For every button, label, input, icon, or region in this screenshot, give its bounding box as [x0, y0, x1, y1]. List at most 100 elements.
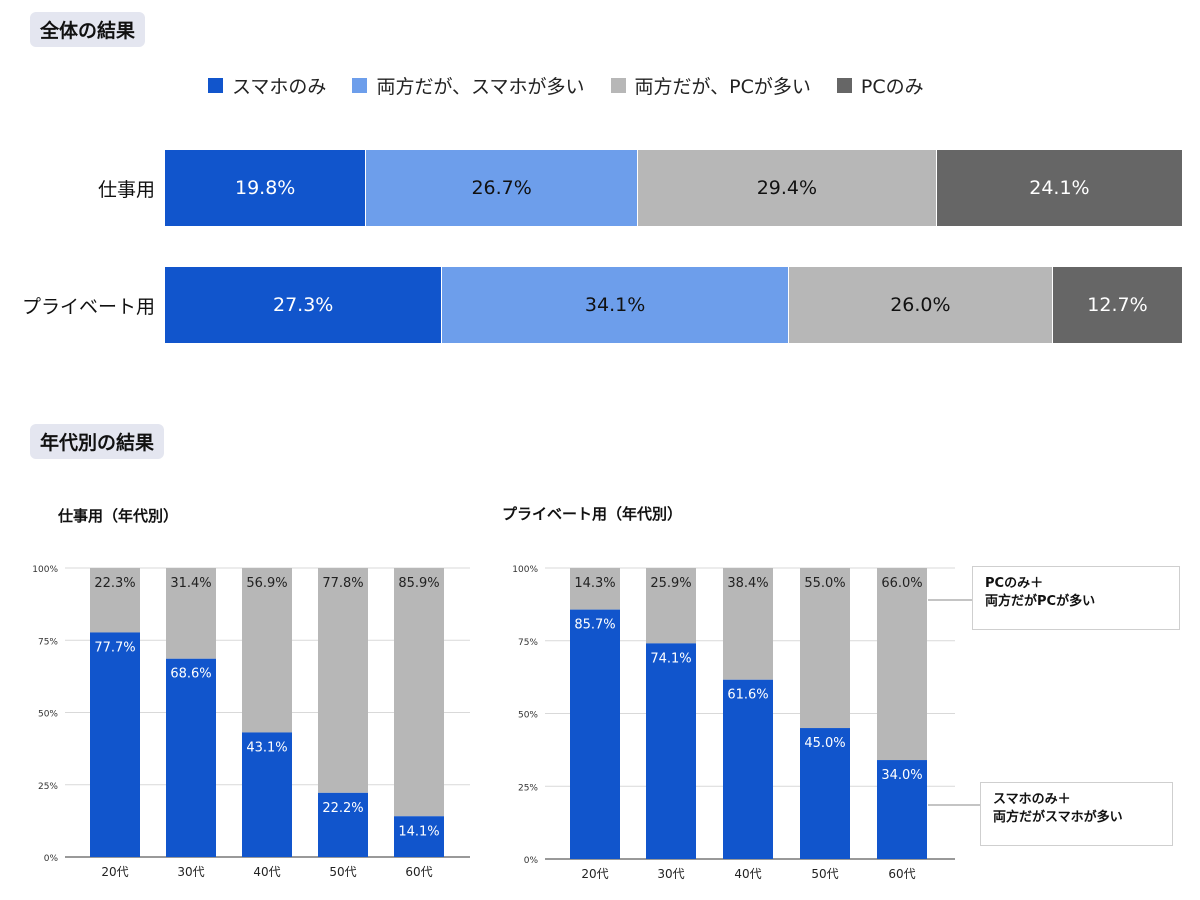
bar-upper-label: 66.0%: [881, 576, 922, 591]
bar-lower-label: 68.6%: [170, 667, 211, 682]
section-tag-age: 年代別の結果: [30, 424, 165, 459]
x-tick-label: 40代: [734, 867, 761, 881]
hbar-segment: 34.1%: [442, 267, 789, 343]
bar-upper: [877, 568, 927, 761]
x-tick-label: 30代: [177, 865, 204, 879]
bar-upper-label: 14.3%: [574, 576, 615, 591]
bar-lower-label: 34.0%: [881, 768, 922, 783]
y-tick-label: 50%: [518, 711, 538, 721]
x-tick-label: 50代: [329, 865, 356, 879]
bar-lower-label: 77.7%: [94, 640, 135, 655]
bar-lower-label: 74.1%: [650, 651, 691, 666]
bar-upper: [570, 568, 620, 610]
section-tag-overall: 全体の結果: [30, 12, 146, 47]
bar-upper-label: 85.9%: [398, 576, 439, 591]
x-tick-label: 50代: [811, 867, 838, 881]
bar-lower: [318, 792, 368, 857]
bar-lower-label: 85.7%: [574, 618, 615, 633]
bar-lower-label: 22.2%: [322, 801, 363, 816]
y-tick-label: 50%: [38, 710, 58, 720]
bar-upper-label: 38.4%: [727, 576, 768, 591]
bar-lower: [166, 658, 216, 857]
y-tick-label: 25%: [38, 782, 58, 792]
chart-group: 0% 25% 50% 75% 100% 14.3% 85.7% 20代 25.9% 74.1% 30…: [512, 565, 955, 881]
x-tick-label: 20代: [101, 865, 128, 879]
bar-lower-label: 61.6%: [727, 688, 768, 703]
hbar-segment: 24.1%: [936, 150, 1182, 226]
legend-label: PCのみ: [860, 76, 924, 98]
row-label-private: プライベート用: [21, 296, 155, 318]
hbar-value-label: 12.7%: [1087, 294, 1148, 316]
hbar-value-label: 26.0%: [890, 294, 951, 316]
bar-upper: [90, 568, 140, 633]
bar-upper: [318, 568, 368, 793]
legend-item-pc-only: PCのみ: [836, 72, 924, 99]
legend-label: スマホのみ: [232, 76, 327, 98]
y-tick-label: 25%: [518, 783, 538, 793]
chart-group: 0% 25% 50% 75% 100% 22.3% 77.7% 20代 31.4% 68.6% 30…: [32, 565, 470, 879]
y-tick-label: 0%: [524, 856, 539, 866]
bar-upper: [723, 568, 773, 680]
hbar-segment: 19.8%: [165, 150, 367, 226]
bar-lower: [570, 609, 620, 859]
hbar-segment: 29.4%: [637, 150, 937, 226]
hbar-segment: 12.7%: [1052, 267, 1182, 343]
bar-lower-label: 45.0%: [804, 736, 845, 751]
legend-swatch: [610, 78, 626, 93]
bar-lower-label: 14.1%: [398, 824, 439, 839]
bar-lower: [646, 643, 696, 859]
bar-upper: [394, 568, 444, 817]
x-tick-label: 40代: [253, 865, 280, 879]
chart-title-work-age: 仕事用（年代別）: [58, 507, 179, 525]
row-label-work: 仕事用: [97, 179, 155, 201]
x-tick-label: 60代: [888, 867, 915, 881]
bar-lower: [800, 728, 850, 859]
y-tick-label: 100%: [512, 565, 538, 575]
callout-pc: PCのみ＋ 両方だがPCが多い: [972, 566, 1180, 630]
hbar-segment: 26.0%: [788, 267, 1053, 343]
callout-pc-line2: 両方だがPCが多い: [985, 594, 1096, 609]
callout-phone-line2: 両方だがスマホが多い: [993, 810, 1123, 825]
bar-upper-label: 25.9%: [650, 576, 691, 591]
hbar-value-label: 19.8%: [235, 177, 296, 199]
bar-upper-label: 55.0%: [804, 576, 845, 591]
bar-upper-label: 77.8%: [322, 576, 363, 591]
legend-swatch: [208, 78, 223, 93]
legend-item-phone-only: スマホのみ: [208, 72, 326, 99]
bar-upper: [242, 568, 292, 733]
hbar-value-label: 24.1%: [1029, 177, 1090, 199]
x-tick-label: 30代: [657, 867, 684, 881]
hbar-work: 19.8% 26.7% 29.4% 24.1%: [165, 150, 1182, 226]
bar-upper-label: 31.4%: [170, 576, 211, 591]
bar-lower-label: 43.1%: [246, 740, 287, 755]
x-tick-label: 20代: [581, 867, 608, 881]
legend-swatch: [352, 78, 368, 93]
y-tick-label: 100%: [32, 565, 58, 575]
y-tick-label: 0%: [44, 854, 59, 864]
hbar-segment: 26.7%: [366, 150, 638, 226]
bar-upper: [646, 568, 696, 644]
y-tick-label: 75%: [38, 637, 58, 647]
legend: スマホのみ 両方だが、スマホが多い 両方だが、PCが多い PCのみ: [208, 72, 950, 99]
chart-title-private-age: プライベート用（年代別）: [502, 505, 683, 523]
hbar-value-label: 26.7%: [471, 177, 532, 199]
hbar-value-label: 27.3%: [273, 294, 334, 316]
legend-label: 両方だが、スマホが多い: [376, 76, 585, 98]
legend-label: 両方だが、PCが多い: [634, 76, 811, 98]
hbar-private: 27.3% 34.1% 26.0% 12.7%: [165, 267, 1182, 343]
hbar-value-label: 29.4%: [756, 177, 818, 199]
bar-upper: [166, 568, 216, 659]
bar-lower: [394, 816, 444, 857]
hbar-segment: 27.3%: [165, 267, 443, 343]
bar-upper-label: 22.3%: [94, 576, 135, 591]
callout-pc-line1: PCのみ＋: [985, 576, 1044, 591]
legend-item-both-pc-more: 両方だが、PCが多い: [610, 72, 811, 99]
bar-lower: [90, 632, 140, 857]
y-tick-label: 75%: [518, 638, 538, 648]
x-tick-label: 60代: [405, 865, 432, 879]
legend-swatch: [836, 78, 852, 93]
legend-item-both-phone-more: 両方だが、スマホが多い: [352, 72, 585, 99]
bar-upper-label: 56.9%: [246, 576, 287, 591]
callout-phone-line1: スマホのみ＋: [993, 792, 1071, 807]
